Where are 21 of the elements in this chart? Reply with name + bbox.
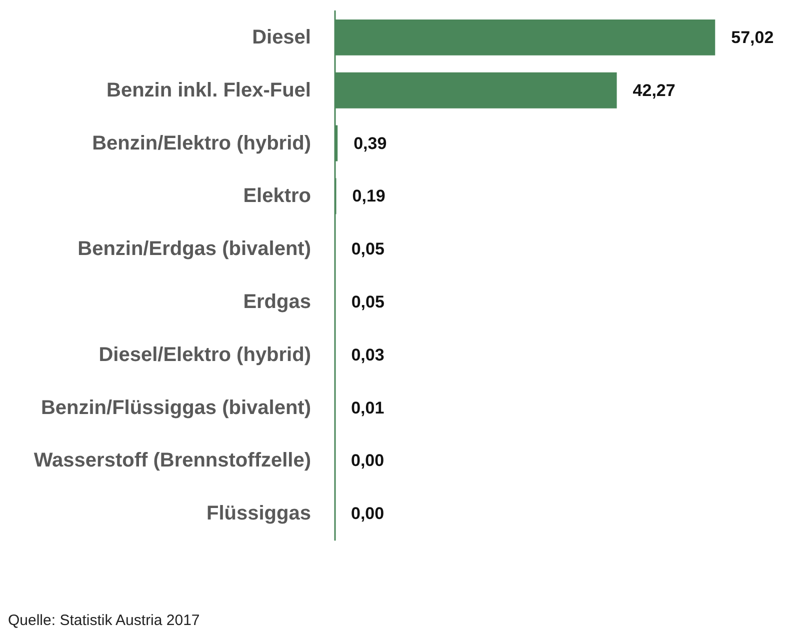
y-tick-label: Benzin inkl. Flex-Fuel bbox=[106, 79, 311, 102]
y-tick-label: Erdgas bbox=[243, 290, 311, 313]
y-tick-label: Benzin/Flüssiggas (bivalent) bbox=[40, 396, 311, 419]
y-tick-label: Benzin/Elektro (hybrid) bbox=[92, 132, 311, 154]
data-label: 0,00 bbox=[351, 504, 384, 524]
data-label: 0,05 bbox=[351, 292, 384, 312]
y-tick-label: Elektro bbox=[243, 185, 311, 208]
y-tick-label: Wasserstoff (Brennstoffzelle) bbox=[34, 450, 311, 472]
data-label: 0,05 bbox=[351, 240, 384, 259]
y-tick-label: Benzin/Erdgas (bivalent) bbox=[78, 238, 311, 260]
data-label: 42,27 bbox=[632, 80, 676, 100]
y-tick-label: Diesel/Elektro (hybrid) bbox=[98, 344, 311, 366]
data-label: 0,39 bbox=[354, 134, 387, 153]
data-label: 0,01 bbox=[351, 398, 384, 418]
data-label: 0,03 bbox=[351, 345, 384, 364]
data-label: 0,00 bbox=[351, 451, 384, 470]
data-label: 0,19 bbox=[352, 186, 386, 206]
data-label: 57,02 bbox=[731, 28, 774, 47]
source-note: Quelle: Statistik Austria 2017 bbox=[8, 612, 200, 629]
y-tick-label: Diesel bbox=[252, 26, 311, 48]
y-tick-label: Flüssiggas bbox=[206, 502, 311, 525]
